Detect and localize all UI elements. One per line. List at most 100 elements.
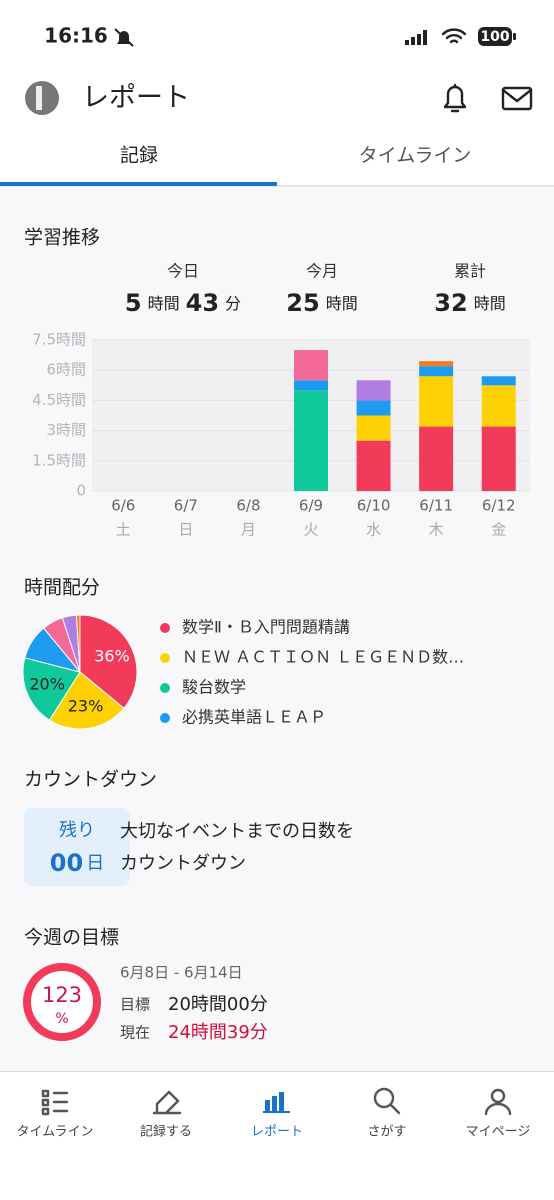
bar-segment — [481, 385, 516, 427]
stat-number: 32 — [434, 289, 467, 317]
stat-unit: 分 — [225, 294, 241, 313]
tab[interactable]: タイムライン — [359, 145, 472, 167]
stat-unit: 時間 — [148, 294, 180, 313]
countdown-box — [24, 808, 130, 886]
bar-segment — [356, 380, 391, 401]
bar-segment — [294, 390, 328, 491]
nav-label[interactable]: さがす — [367, 1125, 406, 1140]
y-tick-label: 7.5時間 — [32, 331, 86, 349]
y-tick-label: 4.5時間 — [32, 391, 86, 409]
nav-label[interactable]: 記録する — [140, 1124, 192, 1140]
bell-icon[interactable] — [443, 83, 467, 113]
bar-segment — [419, 376, 454, 427]
signal-icon — [405, 30, 427, 45]
stat-value: 32 時間 — [434, 289, 505, 317]
nav-bar — [0, 1072, 554, 1200]
x-tick-sublabel: 水 — [366, 521, 381, 539]
x-tick-sublabel: 木 — [429, 521, 444, 539]
battery-level: 100 — [480, 29, 509, 45]
status-time: 16:16 — [44, 24, 108, 48]
mute-icon — [114, 28, 134, 47]
timeline-icon[interactable] — [41, 1089, 69, 1116]
stat-label: 今月 — [306, 262, 338, 281]
pie-slice — [79, 614, 138, 710]
pie-slice — [75, 614, 81, 673]
stat-unit: 時間 — [326, 294, 358, 313]
bar-segment — [481, 376, 516, 386]
bar-segment — [419, 361, 454, 367]
stat-value: 5 時間 43 分 — [125, 289, 241, 317]
stat-number: 25 — [286, 289, 319, 317]
x-tick-label: 6/8 — [236, 497, 260, 515]
countdown-text: カウントダウン — [120, 853, 246, 874]
x-tick-label: 6/9 — [299, 497, 323, 515]
x-tick-sublabel: 日 — [178, 521, 193, 539]
legend-swatch — [160, 683, 170, 693]
nav-label[interactable]: マイページ — [466, 1125, 531, 1140]
y-tick-label: 1.5時間 — [32, 451, 86, 469]
bar-segment — [356, 400, 391, 416]
pie-value-label: 36% — [94, 646, 130, 665]
mypage-icon[interactable] — [484, 1088, 512, 1116]
nav-divider — [0, 1071, 554, 1072]
section-title: 今週の目標 — [24, 927, 119, 949]
legend-label: 必携英単語ＬＥＡＰ — [182, 708, 326, 727]
record-icon[interactable] — [152, 1090, 182, 1115]
x-tick-label: 6/12 — [482, 497, 516, 515]
mail-icon[interactable] — [501, 86, 533, 111]
legend-swatch — [160, 653, 170, 663]
goal-ring — [23, 963, 101, 1041]
x-tick-sublabel: 月 — [241, 521, 256, 539]
bar-segment — [356, 415, 391, 441]
goal-period: 6月8日 - 6月14日 — [120, 964, 243, 982]
x-tick-sublabel: 金 — [491, 521, 506, 539]
bar-segment — [294, 380, 328, 391]
x-tick-sublabel: 土 — [116, 521, 131, 539]
goal-percent-unit: % — [55, 1011, 68, 1027]
legend-label: 数学Ⅱ・Ｂ入門問題精講 — [182, 618, 350, 637]
pie-value-label: 20% — [29, 675, 65, 694]
pie-value-label: 23% — [68, 696, 104, 715]
pie-slice — [48, 671, 125, 730]
header-title: レポート — [82, 83, 190, 114]
pie-slice — [22, 657, 81, 721]
stat-number: 5 — [125, 289, 142, 317]
stat-unit: 時間 — [474, 294, 506, 313]
section-title: カウントダウン — [24, 769, 157, 791]
battery-icon — [478, 27, 512, 46]
x-tick-label: 6/10 — [357, 497, 391, 515]
bar-segment — [419, 366, 454, 377]
tab[interactable]: 記録 — [120, 145, 158, 167]
stat-label: 今日 — [167, 262, 199, 281]
section-title: 学習推移 — [24, 227, 100, 249]
countdown-text: 大切なイベントまでの日数を — [120, 821, 354, 842]
x-tick-sublabel: 火 — [303, 521, 318, 539]
goal-percent: 123 — [42, 983, 82, 1007]
current-value: 24時間39分 — [168, 1022, 268, 1043]
battery-tip — [513, 33, 516, 40]
legend-label: 駿台数学 — [182, 678, 246, 697]
legend-swatch — [160, 623, 170, 633]
goal-value: 20時間00分 — [168, 994, 268, 1015]
days-number: 00 — [50, 849, 83, 877]
avatar-detail — [36, 86, 42, 110]
stat-value: 25 時間 — [286, 289, 357, 317]
y-tick-label: 6時間 — [46, 361, 86, 379]
nav-label[interactable]: レポート — [251, 1125, 303, 1140]
y-tick-label: 3時間 — [46, 421, 86, 439]
stat-label: 累計 — [454, 262, 486, 281]
bar-segment — [419, 426, 454, 491]
section-title: 時間配分 — [24, 577, 100, 599]
goal-label: 目標 — [120, 996, 150, 1014]
stat-number: 43 — [186, 289, 219, 317]
current-label: 現在 — [120, 1024, 150, 1042]
report-icon[interactable] — [263, 1092, 290, 1113]
bar-segment — [356, 440, 391, 491]
y-tick-label: 0 — [76, 482, 86, 500]
nav-label[interactable]: タイムライン — [16, 1125, 93, 1140]
wifi-icon — [441, 28, 467, 44]
search-icon[interactable] — [373, 1087, 401, 1115]
bar-segment — [481, 426, 516, 491]
